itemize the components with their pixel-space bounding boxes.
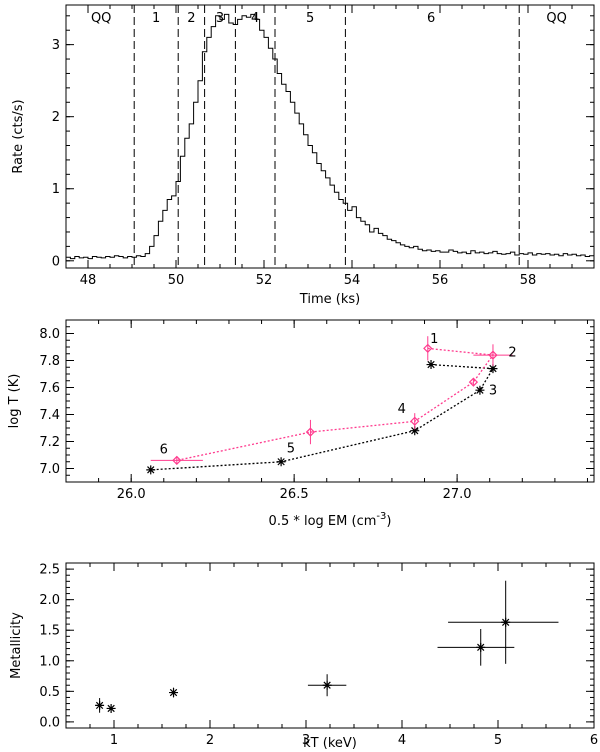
diamond-marker: [410, 416, 420, 426]
x-tick-label: 58: [520, 273, 537, 288]
star-marker: [146, 465, 156, 475]
diamond-marker: [172, 455, 182, 466]
x-tick-label: 26.5: [280, 487, 309, 502]
y-tick-label: 0: [52, 254, 60, 269]
x-tick-label: 26.0: [117, 487, 146, 502]
y-tick-label: 7.8: [39, 354, 60, 369]
star-marker: [410, 426, 420, 436]
point-label: 5: [287, 441, 295, 456]
y-tick-label: 8.0: [39, 327, 60, 342]
y-tick-label: 7.4: [39, 408, 60, 423]
x-tick-label: 56: [432, 273, 449, 288]
plot-frame: [65, 562, 595, 729]
pink-series-line: [176, 347, 495, 462]
light-curve-line: [66, 13, 594, 260]
y-axis-label: Metallicity: [9, 612, 24, 679]
point-label: 1: [430, 332, 438, 347]
x-tick-label: 3: [302, 733, 310, 748]
y-tick-label: 1: [52, 182, 60, 197]
y-tick-label: 0.0: [39, 715, 60, 730]
y-tick-label: 7.0: [39, 462, 60, 477]
y-tick-label: 1.0: [39, 654, 60, 669]
diamond-marker: [423, 343, 433, 353]
y-tick-label: 7.2: [39, 435, 60, 450]
star-marker: [426, 360, 436, 370]
y-tick-label: 2.0: [39, 593, 60, 608]
x-tick-label: 48: [80, 273, 97, 288]
x-tick-label: 6: [590, 733, 598, 748]
black-series-line: [150, 363, 495, 471]
segment-label: QQ: [91, 11, 111, 26]
x-axis-label: Time (ks): [299, 292, 360, 307]
star-marker: [95, 700, 105, 710]
y-tick-label: 2: [52, 110, 60, 125]
star-marker: [106, 703, 116, 713]
diamond-marker: [305, 427, 316, 437]
x-axis-label-superscript: -3: [376, 511, 386, 522]
y-tick-label: 7.6: [39, 381, 60, 396]
star-marker: [501, 617, 511, 627]
star-marker: [322, 680, 332, 690]
x-tick-label: 27.0: [443, 487, 472, 502]
x-tick-label: 2: [206, 733, 214, 748]
segment-label: 6: [427, 11, 435, 26]
x-tick-label: 4: [398, 733, 406, 748]
x-tick-label: 50: [168, 273, 185, 288]
point-label: 2: [508, 345, 516, 360]
plot-frame: [65, 319, 595, 483]
segment-label: 5: [306, 11, 314, 26]
y-tick-label: 1.5: [39, 624, 60, 639]
x-tick-label: 54: [344, 273, 361, 288]
diamond-marker: [488, 350, 498, 360]
star-marker: [169, 688, 179, 698]
point-label: 4: [398, 402, 406, 417]
x-axis-label: kT (keV): [303, 736, 357, 751]
point-label: 3: [489, 383, 497, 398]
x-axis-label-main: 0.5 * log EM (cm: [269, 514, 377, 529]
x-tick-label: 52: [256, 273, 273, 288]
point-label: 6: [160, 443, 168, 458]
x-axis-label: 0.5 * log EM (cm-3): [269, 511, 392, 529]
y-axis-label: Rate (cts/s): [11, 99, 26, 173]
x-tick-label: 1: [110, 733, 118, 748]
star-marker: [476, 642, 486, 652]
plot-frame: [65, 4, 595, 269]
x-axis-label-tail: ): [386, 514, 391, 529]
segment-label: 3: [216, 11, 224, 26]
segment-label: QQ: [546, 11, 566, 26]
y-tick-label: 3: [52, 38, 60, 53]
segment-label: 2: [187, 11, 195, 26]
x-tick-label: 5: [494, 733, 502, 748]
y-tick-label: 2.5: [39, 563, 60, 578]
temperature-em-chart: 26.0 26.5 27.0 7.0 7.2 7.4 7.6 7.8 8.0 1 2 3 4 5 6 0.5 …: [7, 319, 595, 529]
star-marker: [475, 385, 485, 395]
metallicity-chart: 1 2 3 4 5 6 0.0 0.5 1.0 1.5 2.0 2.5 kT (keV) Metallic…: [9, 562, 598, 751]
star-marker: [276, 457, 286, 467]
segment-label: 4: [251, 11, 259, 26]
y-tick-label: 0.5: [39, 685, 60, 700]
segment-label: 1: [152, 11, 160, 26]
star-marker: [488, 364, 498, 374]
y-axis-label: log T (K): [7, 374, 22, 429]
diamond-marker: [468, 377, 479, 387]
